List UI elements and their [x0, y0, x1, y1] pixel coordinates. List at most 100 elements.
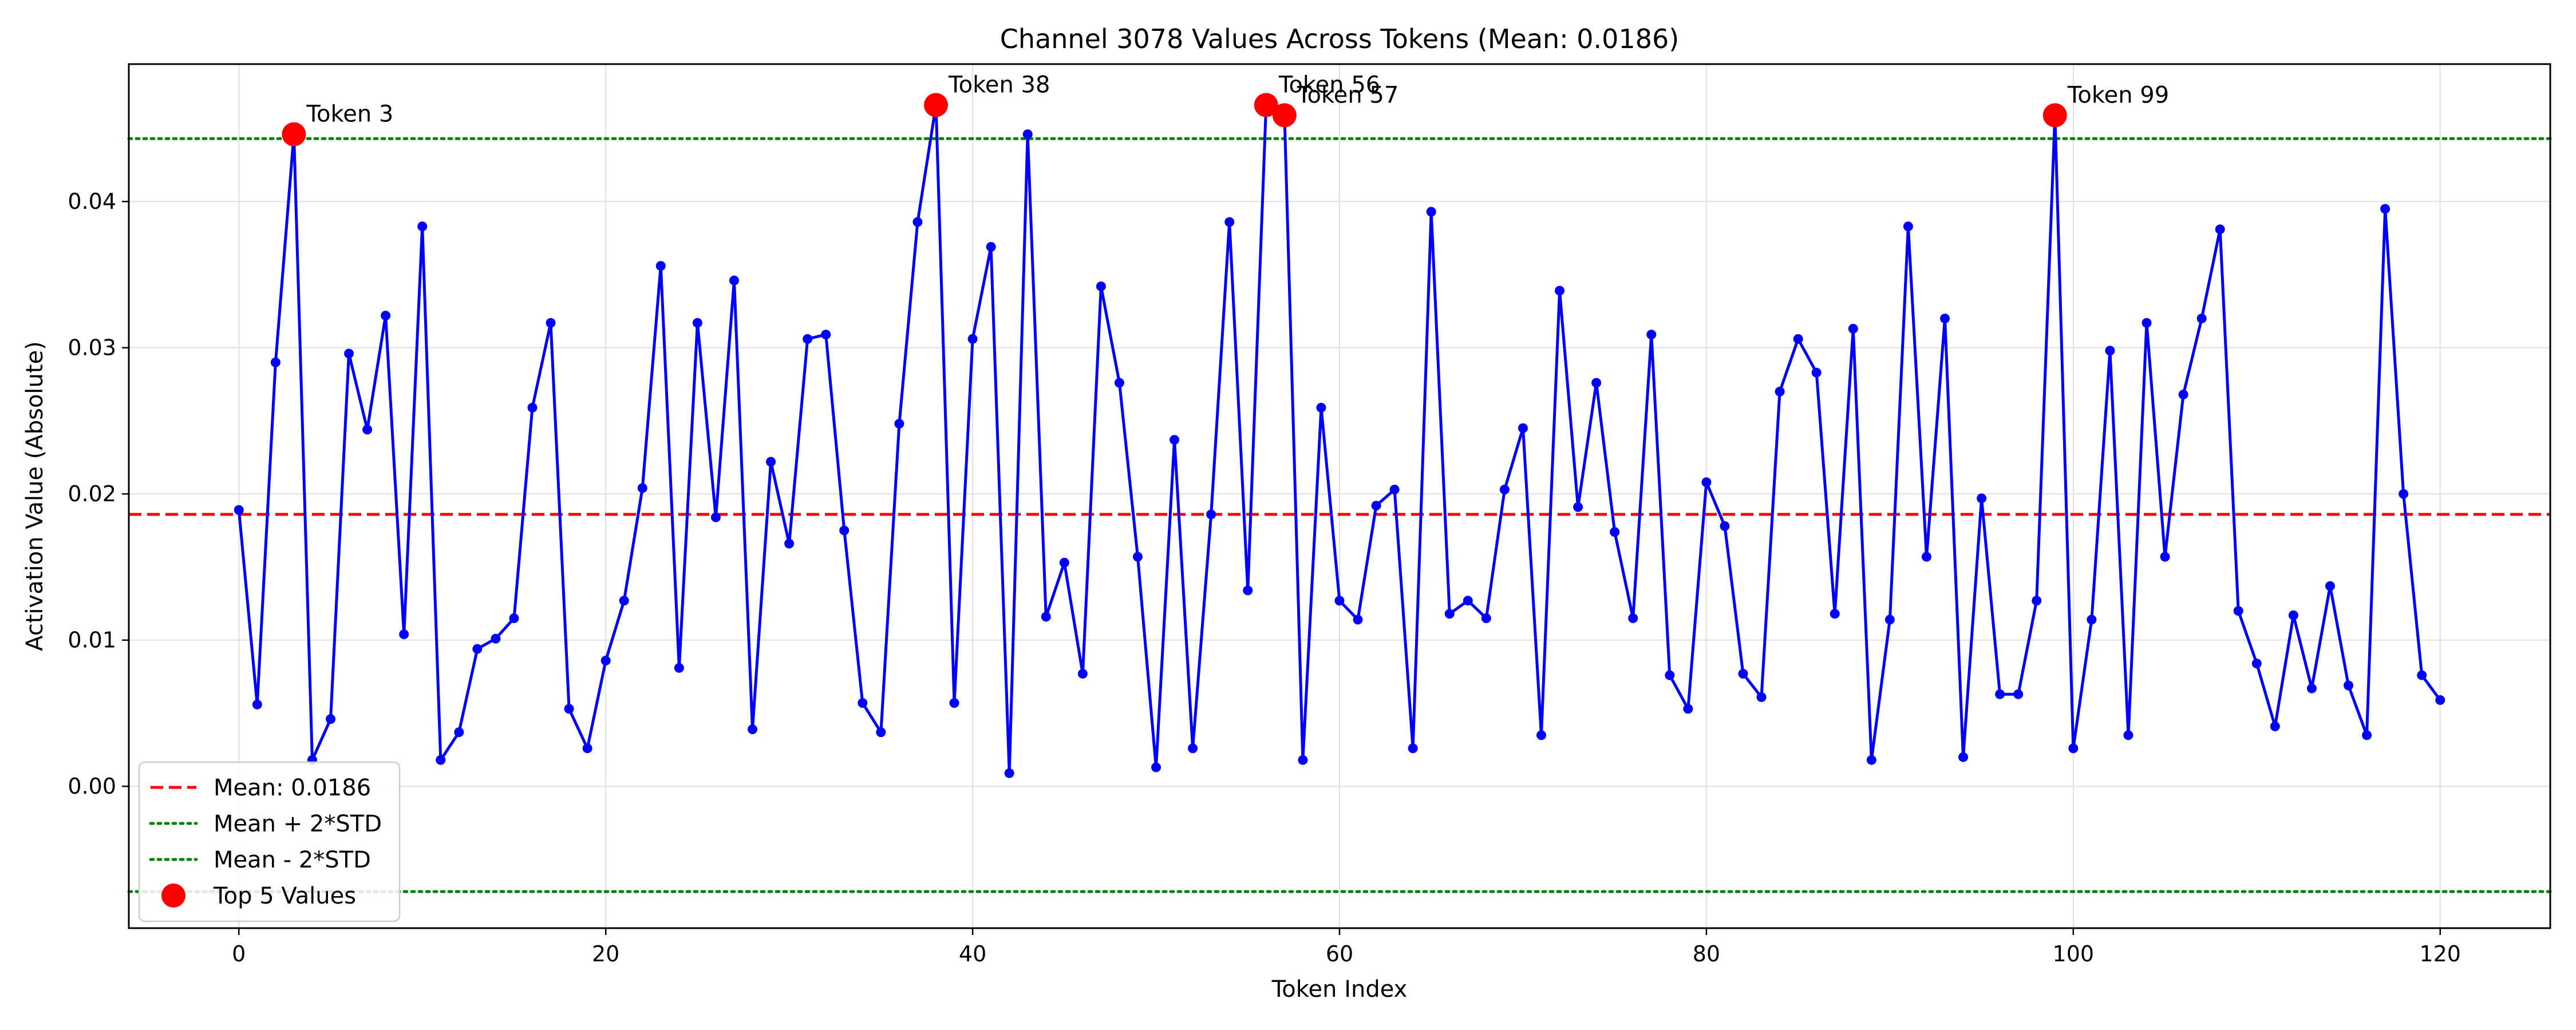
y-tick-label: 0.03 — [68, 335, 116, 360]
data-point — [2417, 670, 2427, 680]
data-point — [326, 714, 335, 724]
data-point — [1481, 613, 1491, 623]
data-point — [692, 318, 702, 328]
data-point — [2399, 489, 2409, 499]
data-point — [2306, 683, 2317, 694]
data-point — [1518, 423, 1528, 433]
data-point — [2178, 389, 2188, 399]
data-point — [1353, 615, 1363, 625]
top-value-annotation: Token 56 — [1278, 72, 1380, 98]
data-point — [362, 425, 373, 435]
data-point — [270, 357, 280, 367]
top-value-marker — [2042, 103, 2067, 128]
data-point — [766, 457, 776, 467]
data-point — [1995, 689, 2005, 699]
data-point — [546, 318, 556, 328]
data-point — [1170, 435, 1180, 445]
data-point — [2215, 224, 2225, 235]
data-point — [2362, 730, 2372, 740]
legend: Mean: 0.0186 Mean + 2*STD Mean - 2*STD Top … — [138, 761, 401, 922]
data-point — [1371, 501, 1381, 511]
legend-label: Top 5 Values — [213, 883, 356, 909]
data-point — [582, 743, 592, 754]
data-point — [381, 310, 391, 320]
data-point — [858, 698, 868, 708]
legend-label: Mean: 0.0186 — [214, 775, 371, 801]
data-point — [2105, 346, 2115, 356]
data-point — [1334, 596, 1345, 606]
data-point — [1463, 596, 1473, 606]
data-point — [1243, 585, 1253, 596]
data-point — [344, 348, 354, 359]
data-point — [2068, 743, 2079, 754]
x-tick-label: 120 — [2419, 941, 2461, 966]
data-point — [1811, 367, 1822, 378]
data-point — [2233, 606, 2243, 616]
y-tick-label: 0.04 — [68, 189, 116, 214]
data-point — [1610, 527, 1620, 537]
series-layer — [234, 100, 2445, 778]
data-point — [1848, 323, 1858, 334]
data-point — [2123, 730, 2134, 740]
data-point — [2142, 318, 2152, 328]
y-axis-ticks: 0.00 0.01 0.02 0.03 0.04 — [68, 189, 129, 799]
data-point — [1555, 286, 1565, 296]
data-point — [527, 402, 538, 413]
data-point — [655, 261, 666, 271]
legend-label: Mean - 2*STD — [214, 847, 371, 873]
top-value-annotation: Token 3 — [306, 101, 393, 128]
data-point — [1830, 609, 1840, 619]
data-point — [1628, 613, 1638, 623]
data-point — [2325, 581, 2335, 591]
top-value-marker — [1272, 103, 1297, 128]
data-point — [784, 538, 795, 549]
chart-title: Channel 3078 Values Across Tokens (Mean:… — [1000, 23, 1679, 54]
data-point — [1977, 493, 1987, 504]
data-point — [1077, 668, 1088, 679]
data-point — [1884, 615, 1895, 625]
x-tick-label: 20 — [592, 941, 619, 966]
data-point — [1958, 752, 1969, 762]
data-point — [1408, 743, 1418, 754]
data-point — [674, 663, 684, 673]
x-tick-label: 100 — [2053, 941, 2095, 966]
data-point — [1591, 378, 1602, 388]
data-point — [491, 633, 501, 644]
data-point — [894, 419, 904, 429]
data-point — [1683, 704, 1693, 714]
data-point — [1041, 612, 1051, 622]
data-point — [1720, 521, 1730, 531]
data-point — [619, 596, 629, 606]
data-point — [252, 699, 262, 710]
data-point — [1775, 386, 1785, 397]
data-point — [1224, 217, 1235, 227]
data-point — [399, 629, 409, 639]
data-point — [967, 334, 978, 344]
data-point — [748, 724, 758, 735]
data-point — [1738, 668, 1748, 679]
data-point — [472, 644, 483, 654]
data-point — [1499, 485, 1510, 495]
top-value-annotation: Token 57 — [1297, 82, 1398, 108]
data-point — [1903, 221, 1913, 232]
data-point — [2160, 552, 2170, 562]
data-point — [803, 334, 813, 344]
data-point — [839, 525, 850, 536]
legend-marker — [161, 884, 185, 908]
data-point — [2032, 596, 2042, 606]
data-point — [1701, 477, 1712, 488]
y-tick-label: 0.00 — [68, 774, 116, 799]
top-value-annotation: Token 99 — [2067, 82, 2169, 108]
data-point — [1004, 768, 1014, 778]
data-point — [1426, 207, 1436, 217]
data-point — [1316, 402, 1326, 413]
data-point — [1756, 692, 1767, 702]
data-point — [710, 512, 721, 522]
y-axis-label: Activation Value (Absolute) — [22, 341, 48, 651]
y-tick-label: 0.01 — [68, 628, 116, 653]
data-point — [2344, 680, 2353, 691]
data-point — [1059, 557, 1069, 568]
top-value-marker — [924, 93, 948, 117]
data-point — [417, 221, 428, 232]
data-point — [2013, 689, 2024, 699]
